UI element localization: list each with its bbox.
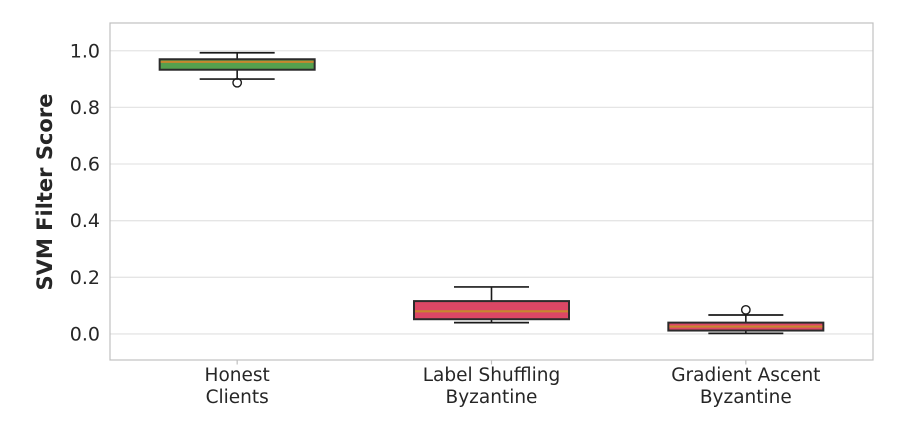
y-tick-label: 0.6 xyxy=(70,154,100,176)
outlier-point xyxy=(740,304,751,315)
iqr-box xyxy=(413,300,570,321)
x-category-label-label-shuffling-byzantine: Label Shuffling Byzantine xyxy=(423,365,560,408)
y-axis-label: SVM Filter Score xyxy=(33,94,57,291)
y-tick-labels: 0.0 0.2 0.4 0.6 0.8 1.0 xyxy=(70,40,100,345)
y-tick-label: 0.2 xyxy=(70,267,100,289)
x-category-label-gradient-ascent-byzantine: Gradient Ascent Byzantine xyxy=(671,365,820,408)
x-category-labels: Honest Clients Label Shuffling Byzantine Gra… xyxy=(205,365,821,408)
x-tick-marks xyxy=(236,360,747,365)
y-tick-label: 1.0 xyxy=(70,40,100,62)
box-series xyxy=(158,51,825,335)
outlier-point xyxy=(232,77,243,88)
box-label-shuffling-byzantine xyxy=(413,286,570,324)
y-tick-label: 0.0 xyxy=(70,323,100,345)
y-tick-label: 0.8 xyxy=(70,97,100,119)
iqr-box xyxy=(158,58,316,71)
box-honest-clients xyxy=(158,51,316,88)
box-gradient-ascent-byzantine xyxy=(667,304,825,335)
x-category-label-honest-clients: Honest Clients xyxy=(205,365,270,408)
y-tick-label: 0.4 xyxy=(70,210,100,232)
